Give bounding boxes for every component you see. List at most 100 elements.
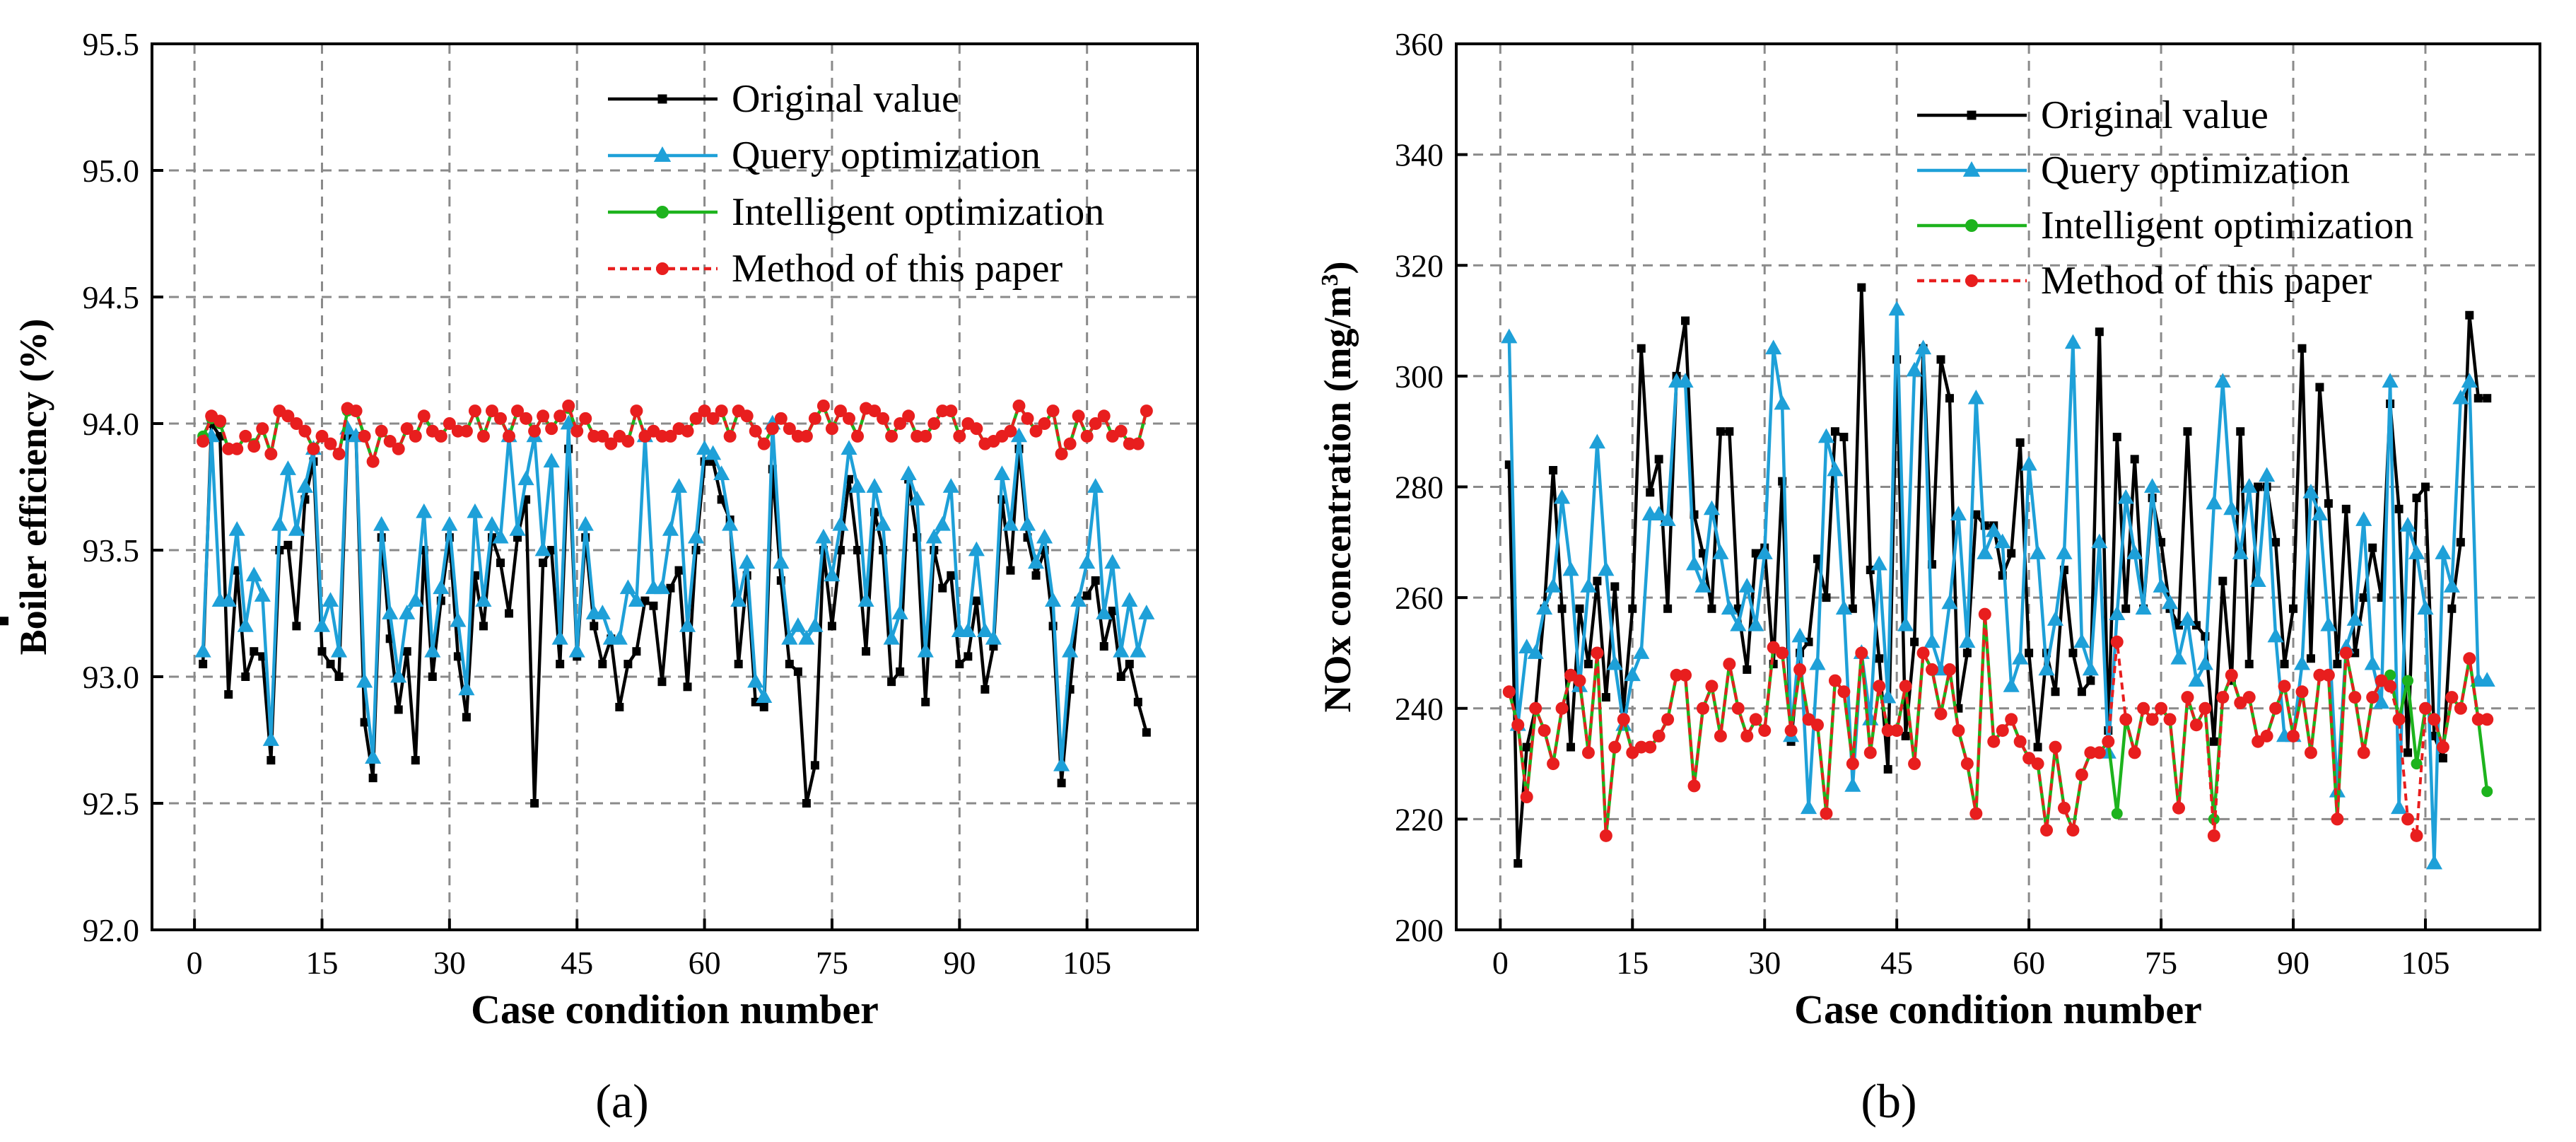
data-point <box>2128 746 2141 759</box>
data-point <box>734 660 743 669</box>
data-point <box>2315 383 2324 392</box>
data-point <box>2066 824 2080 837</box>
data-point <box>1888 301 1905 316</box>
data-point <box>1776 646 1789 660</box>
data-point <box>1890 724 1904 738</box>
data-point <box>756 688 773 704</box>
data-point <box>2463 652 2476 665</box>
data-point <box>1089 417 1102 430</box>
data-point <box>1045 592 1062 607</box>
data-point <box>2341 504 2350 513</box>
data-point <box>980 684 990 694</box>
data-point <box>783 422 796 436</box>
data-point <box>1125 660 1134 669</box>
data-point <box>1002 515 1019 531</box>
data-point <box>2313 668 2326 682</box>
legend-marker <box>656 262 669 275</box>
data-point <box>666 583 675 593</box>
data-point <box>298 424 312 438</box>
data-point <box>1899 680 1912 693</box>
y-tick-label: 360 <box>1395 26 1444 62</box>
legend-marker <box>656 206 669 219</box>
data-point <box>1133 697 1142 706</box>
data-point <box>1670 668 1683 682</box>
data-point <box>1079 554 1096 569</box>
data-point <box>1097 409 1111 423</box>
data-point <box>2102 735 2115 748</box>
data-point <box>1072 409 1085 423</box>
data-point <box>843 412 855 425</box>
data-point <box>955 660 964 669</box>
data-point <box>717 495 726 504</box>
data-point <box>925 528 942 544</box>
data-point <box>262 731 279 746</box>
data-point <box>1835 600 1852 615</box>
data-point <box>443 417 456 430</box>
data-point <box>1062 642 1079 658</box>
data-point <box>1055 447 1068 460</box>
data-point <box>1844 777 1861 792</box>
data-point <box>1661 713 1675 726</box>
data-point <box>1634 740 1648 754</box>
y-tick-label: 94.0 <box>83 406 140 442</box>
data-point <box>2471 713 2485 726</box>
data-point <box>1749 713 1762 726</box>
data-point <box>1765 339 1782 355</box>
data-point <box>1774 395 1791 410</box>
data-point <box>392 442 405 455</box>
data-point <box>2013 735 2027 748</box>
data-point <box>2366 691 2379 704</box>
data-point <box>832 515 849 531</box>
data-point <box>375 424 388 438</box>
data-point <box>1029 424 1043 438</box>
data-point <box>1575 604 1584 613</box>
data-point <box>866 478 883 493</box>
series-query-optimization <box>1501 301 2495 870</box>
data-point <box>2040 824 2054 837</box>
data-point <box>2170 649 2187 665</box>
data-point <box>2183 427 2192 436</box>
data-point <box>250 647 259 656</box>
y-tick-label: 200 <box>1395 912 1444 948</box>
data-point <box>2331 812 2344 826</box>
series-query-optimization <box>194 414 1155 771</box>
data-point <box>938 583 947 593</box>
data-point <box>509 520 526 536</box>
data-point <box>2242 691 2256 704</box>
data-point <box>739 554 756 569</box>
data-point <box>917 642 934 658</box>
data-point <box>1906 361 1923 377</box>
data-point <box>2456 537 2465 547</box>
data-point <box>1731 701 1745 715</box>
data-point <box>2068 648 2078 658</box>
data-point <box>1038 417 1051 430</box>
data-point <box>1837 685 1851 699</box>
data-point <box>2153 578 2170 593</box>
data-point <box>409 429 422 443</box>
data-point <box>239 429 252 443</box>
data-point <box>2109 605 2126 620</box>
data-point <box>1738 578 1755 593</box>
y-axis-label-superscript: 3 <box>1317 274 1343 286</box>
data-point <box>2181 691 2194 704</box>
data-point <box>2311 506 2328 521</box>
data-point <box>2293 655 2311 670</box>
data-point <box>1511 718 1525 732</box>
data-point <box>458 680 475 696</box>
data-point <box>2130 455 2139 464</box>
data-point <box>1617 713 1630 726</box>
data-point <box>2057 801 2071 815</box>
data-point <box>649 601 658 610</box>
data-point <box>1960 757 1974 771</box>
data-point <box>2049 740 2062 754</box>
data-point <box>433 579 450 595</box>
data-point <box>1740 729 1754 742</box>
data-point <box>713 465 730 480</box>
data-point <box>2236 427 2245 436</box>
data-point <box>2306 654 2315 663</box>
data-point <box>281 409 295 423</box>
data-point <box>2420 482 2430 491</box>
data-point <box>993 465 1011 480</box>
data-point <box>2473 394 2483 403</box>
